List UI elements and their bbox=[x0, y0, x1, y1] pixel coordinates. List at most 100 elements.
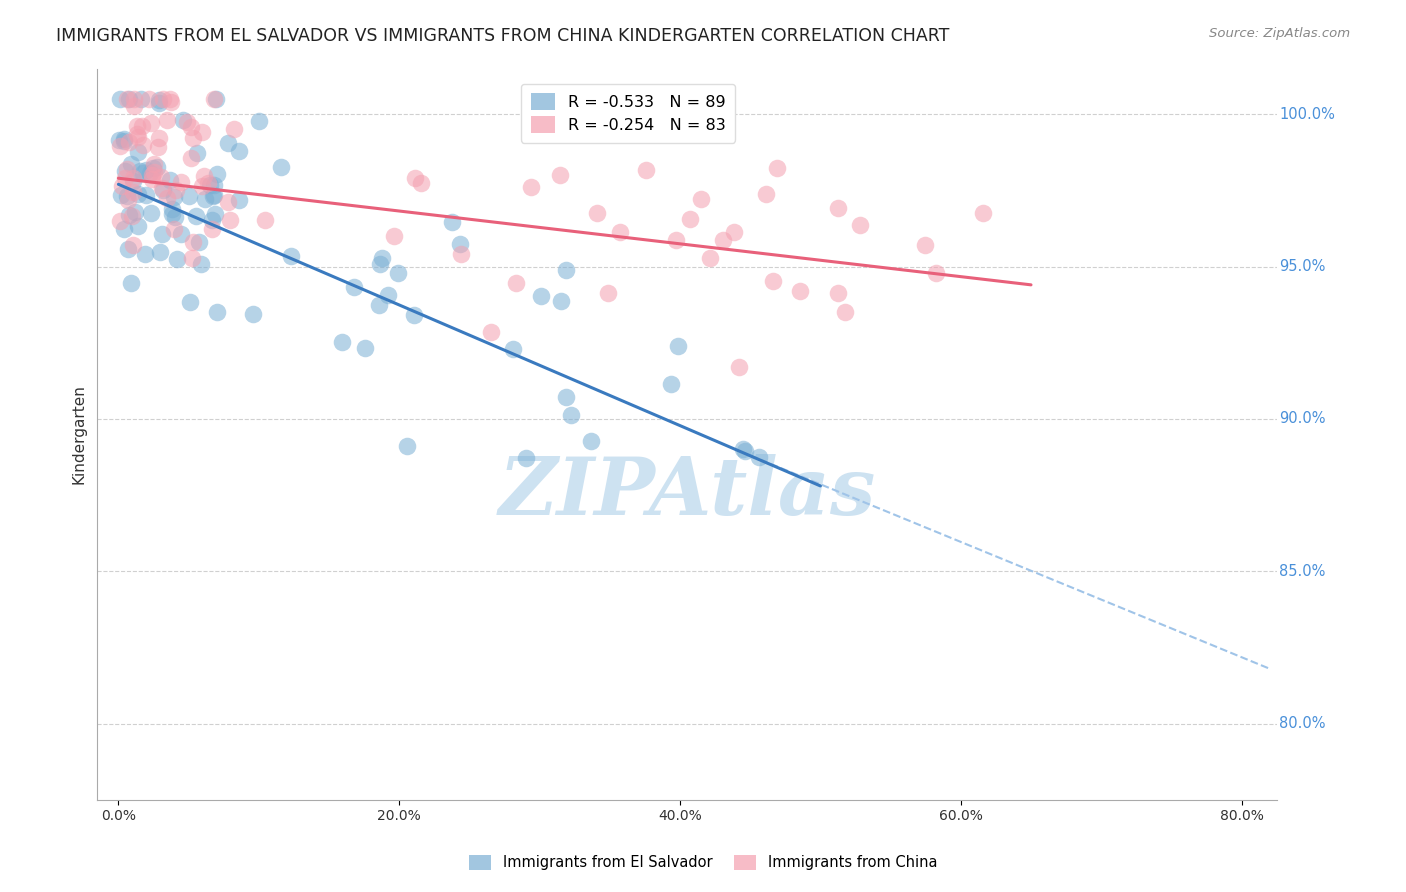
Point bbox=[150, 181, 173, 195]
Point bbox=[112, 221, 135, 235]
Point bbox=[163, 190, 186, 204]
Point bbox=[972, 205, 994, 219]
Point bbox=[194, 193, 217, 207]
Point bbox=[170, 175, 193, 189]
Point bbox=[377, 288, 399, 302]
Point bbox=[121, 238, 143, 252]
Point bbox=[205, 305, 228, 319]
Text: IMMIGRANTS FROM EL SALVADOR VS IMMIGRANTS FROM CHINA KINDERGARTEN CORRELATION CH: IMMIGRANTS FROM EL SALVADOR VS IMMIGRANT… bbox=[56, 27, 949, 45]
Point bbox=[441, 215, 464, 229]
Point bbox=[586, 206, 609, 220]
Point bbox=[172, 113, 194, 128]
Point bbox=[766, 161, 789, 175]
Point bbox=[666, 339, 689, 353]
Point bbox=[148, 140, 170, 154]
Point bbox=[609, 225, 631, 239]
Point bbox=[678, 211, 700, 226]
Point bbox=[520, 180, 543, 194]
Point bbox=[827, 201, 849, 215]
Point bbox=[659, 377, 682, 392]
Point bbox=[789, 284, 811, 298]
Point bbox=[217, 194, 239, 209]
Point bbox=[449, 237, 471, 252]
Point bbox=[183, 235, 205, 249]
Point bbox=[128, 187, 150, 202]
Point bbox=[179, 295, 201, 310]
Point bbox=[555, 391, 578, 405]
Point bbox=[108, 92, 131, 106]
Point bbox=[156, 113, 179, 128]
Point bbox=[596, 286, 619, 301]
Text: 100.0%: 100.0% bbox=[1279, 107, 1334, 121]
Point bbox=[118, 135, 141, 149]
Point bbox=[733, 442, 755, 456]
Point bbox=[121, 174, 143, 188]
Point bbox=[159, 173, 181, 187]
Point bbox=[122, 99, 145, 113]
Point bbox=[550, 293, 572, 308]
Point bbox=[159, 92, 181, 106]
Point bbox=[163, 210, 186, 224]
Point bbox=[734, 443, 756, 458]
Point bbox=[132, 138, 155, 153]
Point bbox=[204, 206, 226, 220]
Point bbox=[132, 166, 155, 180]
Point bbox=[152, 184, 174, 198]
Point bbox=[242, 307, 264, 321]
Point bbox=[148, 131, 170, 145]
Point bbox=[502, 343, 524, 357]
Point bbox=[115, 92, 138, 106]
Point bbox=[127, 145, 149, 160]
Point bbox=[131, 120, 153, 134]
Point bbox=[368, 257, 391, 271]
Point bbox=[204, 187, 226, 202]
Point bbox=[120, 276, 142, 290]
Point bbox=[711, 233, 734, 247]
Point bbox=[723, 225, 745, 239]
Point bbox=[141, 168, 163, 182]
Point bbox=[127, 130, 149, 145]
Point bbox=[150, 227, 173, 242]
Point bbox=[170, 227, 193, 241]
Point bbox=[108, 138, 131, 153]
Point bbox=[118, 92, 141, 106]
Point bbox=[515, 450, 537, 465]
Text: 85.0%: 85.0% bbox=[1279, 564, 1326, 579]
Legend: R = -0.533   N = 89, R = -0.254   N = 83: R = -0.533 N = 89, R = -0.254 N = 83 bbox=[522, 84, 735, 143]
Point bbox=[129, 164, 152, 178]
Point bbox=[112, 134, 135, 148]
Point bbox=[180, 120, 202, 135]
Point bbox=[117, 193, 139, 207]
Point bbox=[135, 163, 157, 178]
Point bbox=[112, 132, 135, 146]
Point bbox=[156, 191, 179, 205]
Point bbox=[122, 171, 145, 186]
Point bbox=[165, 183, 187, 197]
Point bbox=[121, 209, 143, 223]
Point bbox=[228, 144, 250, 158]
Point bbox=[728, 359, 751, 374]
Point bbox=[925, 266, 948, 280]
Point bbox=[180, 252, 202, 266]
Point bbox=[382, 228, 405, 243]
Point bbox=[148, 93, 170, 107]
Point bbox=[530, 288, 553, 302]
Y-axis label: Kindergarten: Kindergarten bbox=[72, 384, 86, 484]
Point bbox=[202, 178, 225, 192]
Point bbox=[254, 212, 277, 227]
Point bbox=[396, 439, 419, 453]
Point bbox=[205, 92, 228, 106]
Point bbox=[127, 219, 149, 233]
Point bbox=[404, 308, 426, 322]
Point bbox=[135, 187, 157, 202]
Point bbox=[150, 169, 173, 184]
Point bbox=[191, 125, 214, 139]
Point bbox=[834, 305, 856, 319]
Point bbox=[560, 408, 582, 422]
Point bbox=[142, 161, 165, 175]
Legend: Immigrants from El Salvador, Immigrants from China: Immigrants from El Salvador, Immigrants … bbox=[463, 848, 943, 876]
Point bbox=[354, 342, 377, 356]
Point bbox=[184, 209, 207, 223]
Point bbox=[134, 247, 156, 261]
Point bbox=[228, 193, 250, 207]
